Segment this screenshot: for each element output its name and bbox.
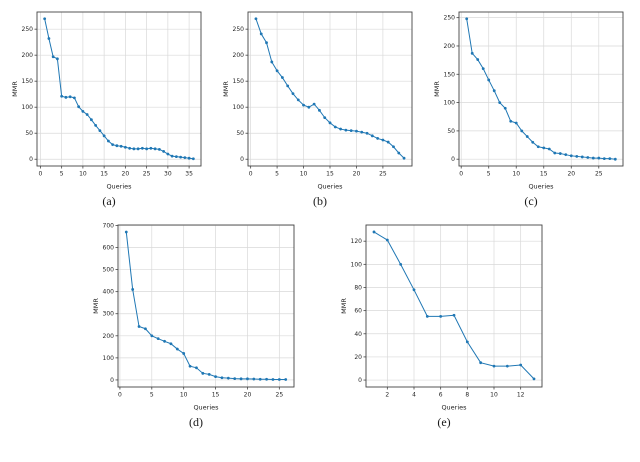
svg-text:600: 600 <box>103 245 115 252</box>
svg-text:150: 150 <box>233 78 245 85</box>
figure-e: 2 4 6 8 10 12 0 20 40 60 80 100 120 Queries MMR (e) <box>339 218 549 431</box>
svg-text:500: 500 <box>103 267 115 274</box>
chart-d: 0 5 10 15 20 25 0 100 200 300 400 500 600 700 Queries M… <box>91 218 301 412</box>
svg-text:10: 10 <box>300 171 308 178</box>
svg-text:20: 20 <box>354 354 362 361</box>
svg-text:100: 100 <box>233 104 245 111</box>
svg-text:20: 20 <box>353 171 361 178</box>
svg-text:10: 10 <box>490 392 498 399</box>
svg-text:5: 5 <box>150 392 154 399</box>
svg-text:0: 0 <box>459 171 463 178</box>
svg-text:15: 15 <box>326 171 334 178</box>
svg-text:0: 0 <box>451 156 455 163</box>
chart-a-caption: (a) <box>102 194 116 208</box>
charts-row-top: 0 5 10 15 20 25 30 35 0 50 100 150 200 250 Queries MMR … <box>0 0 640 210</box>
svg-text:MMR: MMR <box>11 81 19 97</box>
svg-text:50: 50 <box>25 130 33 137</box>
svg-text:100: 100 <box>444 100 456 107</box>
svg-text:Queries: Queries <box>441 404 467 412</box>
svg-text:10: 10 <box>180 392 188 399</box>
svg-text:0: 0 <box>110 377 114 384</box>
svg-text:5: 5 <box>60 171 64 178</box>
svg-text:0: 0 <box>118 392 122 399</box>
svg-text:20: 20 <box>244 392 252 399</box>
svg-text:Queries: Queries <box>528 183 554 191</box>
svg-text:0: 0 <box>29 156 33 163</box>
svg-text:50: 50 <box>236 130 244 137</box>
svg-text:15: 15 <box>100 171 108 178</box>
svg-text:250: 250 <box>444 15 456 22</box>
svg-text:Queries: Queries <box>106 183 132 191</box>
charts-row-bottom: 0 5 10 15 20 25 0 100 200 300 400 500 600 700 Queries M… <box>0 218 640 431</box>
svg-text:100: 100 <box>351 261 363 268</box>
svg-text:25: 25 <box>276 392 284 399</box>
svg-text:0: 0 <box>240 156 244 163</box>
figure-a: 0 5 10 15 20 25 30 35 0 50 100 150 200 250 Queries MMR … <box>10 5 208 210</box>
svg-text:80: 80 <box>354 284 362 291</box>
svg-text:0: 0 <box>358 377 362 384</box>
svg-text:150: 150 <box>22 78 34 85</box>
svg-text:15: 15 <box>212 392 220 399</box>
svg-text:250: 250 <box>233 26 245 33</box>
svg-text:0: 0 <box>38 171 42 178</box>
chart-c: 0 5 10 15 20 25 0 50 100 150 200 250 Queries MMR <box>432 5 630 191</box>
chart-b: 0 5 10 15 20 25 0 50 100 150 200 250 Queries MMR <box>221 5 419 191</box>
figure-c: 0 5 10 15 20 25 0 50 100 150 200 250 Queries MMR (c) <box>432 5 630 210</box>
svg-text:MMR: MMR <box>222 81 230 97</box>
figure-b: 0 5 10 15 20 25 0 50 100 150 200 250 Queries MMR (b) <box>221 5 419 210</box>
svg-text:8: 8 <box>465 392 469 399</box>
svg-text:MMR: MMR <box>340 298 348 314</box>
svg-text:5: 5 <box>487 171 491 178</box>
chart-c-caption: (c) <box>524 194 538 208</box>
chart-a: 0 5 10 15 20 25 30 35 0 50 100 150 200 250 Queries MMR <box>10 5 208 191</box>
svg-text:10: 10 <box>79 171 87 178</box>
svg-text:4: 4 <box>412 392 416 399</box>
chart-d-caption: (d) <box>189 415 203 429</box>
svg-text:MMR: MMR <box>433 81 441 97</box>
svg-text:20: 20 <box>567 171 575 178</box>
svg-text:200: 200 <box>22 52 34 59</box>
svg-text:50: 50 <box>447 128 455 135</box>
svg-text:700: 700 <box>103 222 115 229</box>
svg-text:0: 0 <box>249 171 253 178</box>
svg-text:12: 12 <box>517 392 525 399</box>
svg-text:2: 2 <box>385 392 389 399</box>
figure-d: 0 5 10 15 20 25 0 100 200 300 400 500 600 700 Queries M… <box>91 218 301 431</box>
svg-text:25: 25 <box>143 171 151 178</box>
svg-text:60: 60 <box>354 308 362 315</box>
svg-text:100: 100 <box>22 104 34 111</box>
svg-text:200: 200 <box>444 43 456 50</box>
svg-text:400: 400 <box>103 289 115 296</box>
svg-text:6: 6 <box>439 392 443 399</box>
svg-text:Queries: Queries <box>193 404 219 412</box>
svg-text:300: 300 <box>103 311 115 318</box>
svg-text:10: 10 <box>512 171 520 178</box>
svg-text:25: 25 <box>595 171 603 178</box>
svg-text:25: 25 <box>379 171 387 178</box>
svg-text:15: 15 <box>540 171 548 178</box>
svg-text:200: 200 <box>233 52 245 59</box>
svg-text:40: 40 <box>354 331 362 338</box>
svg-text:Queries: Queries <box>317 183 343 191</box>
svg-text:MMR: MMR <box>92 298 100 314</box>
svg-text:100: 100 <box>103 355 115 362</box>
svg-text:120: 120 <box>351 238 363 245</box>
chart-e-caption: (e) <box>437 415 451 429</box>
svg-text:250: 250 <box>22 26 34 33</box>
chart-b-caption: (b) <box>313 194 327 208</box>
svg-text:30: 30 <box>164 171 172 178</box>
svg-text:5: 5 <box>275 171 279 178</box>
svg-text:35: 35 <box>185 171 193 178</box>
svg-text:150: 150 <box>444 71 456 78</box>
chart-e: 2 4 6 8 10 12 0 20 40 60 80 100 120 Queries MMR <box>339 218 549 412</box>
svg-text:200: 200 <box>103 333 115 340</box>
svg-text:20: 20 <box>122 171 130 178</box>
